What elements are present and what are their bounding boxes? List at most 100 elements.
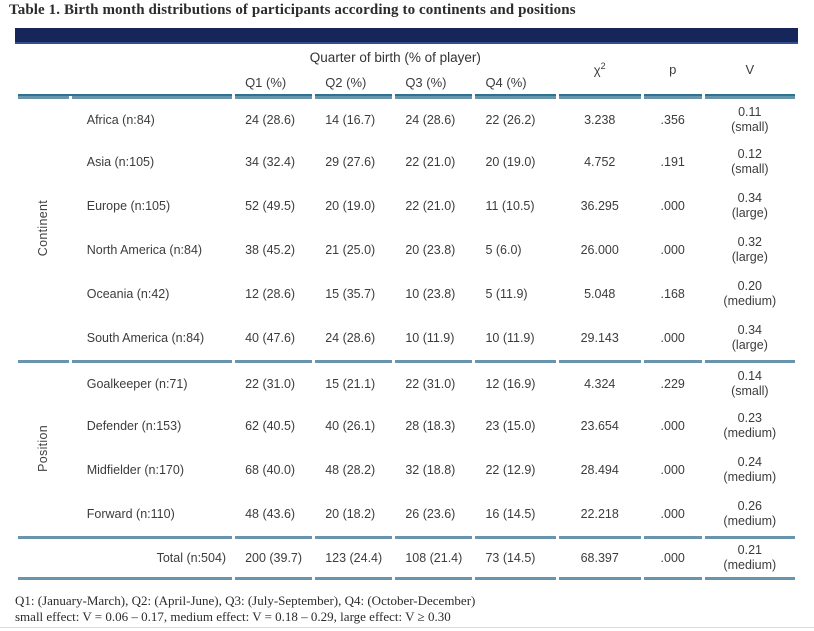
q4-value: 20 (19.0) xyxy=(485,155,536,169)
group-label-text: Continent xyxy=(36,199,51,257)
q2-header: Q2 (%) xyxy=(315,70,393,96)
q1-value: 40 (47.6) xyxy=(245,331,296,345)
q3-value: 26 (23.6) xyxy=(405,507,456,521)
q4-value: 22 (12.9) xyxy=(485,463,536,477)
q1-value: 12 (28.6) xyxy=(245,287,296,301)
q4-value: 23 (15.0) xyxy=(485,419,536,433)
row-label: Midfielder (n:170) xyxy=(86,463,184,477)
footnote-quarters: Q1: (January-March), Q2: (April-June), Q… xyxy=(15,593,476,608)
total-row: Total (n:504) 200 (39.7) 123 (24.4) 108 (21… xyxy=(18,536,795,580)
q4-value: 5 (6.0) xyxy=(485,243,522,257)
v-effect: (large) xyxy=(731,338,768,352)
table-body: Continent Africa (n:84) 24 (28.6) 14 (16.7)… xyxy=(18,96,795,580)
chi-square-value: 5.048 xyxy=(584,287,616,301)
q3-value: 22 (21.0) xyxy=(405,155,456,169)
q1-value: 22 (31.0) xyxy=(235,360,313,404)
q3-value: 10 (23.8) xyxy=(405,287,456,301)
v-cell: 0.34 (large) xyxy=(705,316,795,360)
v-value: 0.14 xyxy=(737,368,762,383)
q4-value: 73 (14.5) xyxy=(475,536,556,580)
q1-value: 38 (45.2) xyxy=(245,243,296,257)
table-row: Oceania (n:42) 12 (28.6) 15 (35.7) 10 (23.8… xyxy=(18,272,795,316)
table-row: Position Goalkeeper (n:71) 22 (31.0) 15 (21… xyxy=(18,360,795,471)
v-header: V xyxy=(704,44,795,96)
p-value: .000 xyxy=(660,463,685,477)
chi-superscript: 2 xyxy=(600,60,606,71)
chi-square-value: 22.218 xyxy=(580,507,619,521)
p-value: .000 xyxy=(660,331,685,345)
q3-header: Q3 (%) xyxy=(395,70,473,96)
p-header: p xyxy=(643,44,702,96)
table-row: Midfielder (n:170) 68 (40.0) 48 (28.2) 32 (… xyxy=(18,448,795,492)
v-cell: 0.26 (medium) xyxy=(705,492,795,536)
q3-value: 24 (28.6) xyxy=(395,96,473,140)
p-value: .000 xyxy=(660,507,685,521)
p-value: .356 xyxy=(643,96,702,140)
q1-value: 48 (43.6) xyxy=(245,507,296,521)
v-cell: 0.23 (medium) xyxy=(705,404,795,448)
chi-square-header: χ2 xyxy=(558,44,641,96)
v-cell: 0.14 (small) xyxy=(704,360,795,404)
v-value: 0.26 xyxy=(737,499,762,514)
chi-square-value: 4.752 xyxy=(584,155,616,169)
v-value: 0.34 xyxy=(737,191,762,206)
p-value: .000 xyxy=(643,536,702,580)
table-row: North America (n:84) 38 (45.2) 21 (25.0) 20… xyxy=(18,228,795,272)
table-row: Asia (n:105) 34 (32.4) 29 (27.6) 22 (21.0) 2… xyxy=(18,140,795,184)
row-label: Forward (n:110) xyxy=(86,507,175,521)
table-row: Continent Africa (n:84) 24 (28.6) 14 (16.7)… xyxy=(18,96,795,256)
q2-value: 20 (18.2) xyxy=(325,507,376,521)
q4-value: 11 (10.5) xyxy=(485,199,535,213)
q1-value: 62 (40.5) xyxy=(245,419,296,433)
q3-value: 22 (21.0) xyxy=(405,199,456,213)
corner-cell xyxy=(18,44,233,96)
chi-square-value: 29.143 xyxy=(580,331,619,345)
v-value: 0.20 xyxy=(737,279,762,294)
v-effect: (medium) xyxy=(723,470,777,484)
v-effect: (medium) xyxy=(723,558,777,572)
q1-value: 68 (40.0) xyxy=(245,463,296,477)
chi-square-value: 68.397 xyxy=(558,536,641,580)
group-label-text: Position xyxy=(36,424,51,472)
p-value: .000 xyxy=(660,419,685,433)
q1-value: 200 (39.7) xyxy=(235,536,313,580)
q3-value: 108 (21.4) xyxy=(395,536,473,580)
q2-value: 123 (24.4) xyxy=(315,536,393,580)
v-cell: 0.32 (large) xyxy=(705,228,795,272)
p-value: .191 xyxy=(660,155,685,169)
q2-value: 40 (26.1) xyxy=(325,419,376,433)
row-label: Asia (n:105) xyxy=(86,155,155,169)
v-effect: (medium) xyxy=(723,294,777,308)
table-row: South America (n:84) 40 (47.6) 24 (28.6) 10… xyxy=(18,316,795,360)
total-label: Total (n:504) xyxy=(18,536,233,580)
v-value: 0.24 xyxy=(737,455,762,470)
chi-square-value: 28.494 xyxy=(580,463,619,477)
table-row: Defender (n:153) 62 (40.5) 40 (26.1) 28 (18… xyxy=(18,404,795,448)
v-effect: (large) xyxy=(731,250,768,264)
table-header: Quarter of birth (% of player) χ2 p V Q1… xyxy=(18,44,795,96)
q4-value: 5 (11.9) xyxy=(485,287,528,301)
v-cell: 0.24 (medium) xyxy=(705,448,795,492)
v-effect: (small) xyxy=(731,383,769,398)
group-label-continent: Continent xyxy=(18,96,69,360)
v-effect: (medium) xyxy=(723,426,777,440)
p-value: .229 xyxy=(643,360,702,404)
q2-value: 24 (28.6) xyxy=(325,331,376,345)
q1-header: Q1 (%) xyxy=(235,70,313,96)
row-label: Europe (n:105) xyxy=(86,199,171,213)
chi-symbol: χ xyxy=(593,62,601,78)
v-value: 0.23 xyxy=(737,411,762,426)
chi-square-value: 36.295 xyxy=(580,199,619,213)
q2-value: 15 (21.1) xyxy=(315,360,393,404)
footnotes: Q1: (January-March), Q2: (April-June), Q… xyxy=(15,593,798,625)
row-label: Goalkeeper (n:71) xyxy=(71,360,233,404)
q1-value: 24 (28.6) xyxy=(235,96,313,140)
chi-square-value: 23.654 xyxy=(580,419,619,433)
chi-square-value: 4.324 xyxy=(558,360,641,404)
header-row-top: Quarter of birth (% of player) χ2 p V xyxy=(18,44,795,96)
row-label: Defender (n:153) xyxy=(86,419,182,433)
group-label-position: Position xyxy=(18,360,69,536)
v-value: 0.12 xyxy=(737,147,762,162)
q1-value: 34 (32.4) xyxy=(245,155,296,169)
